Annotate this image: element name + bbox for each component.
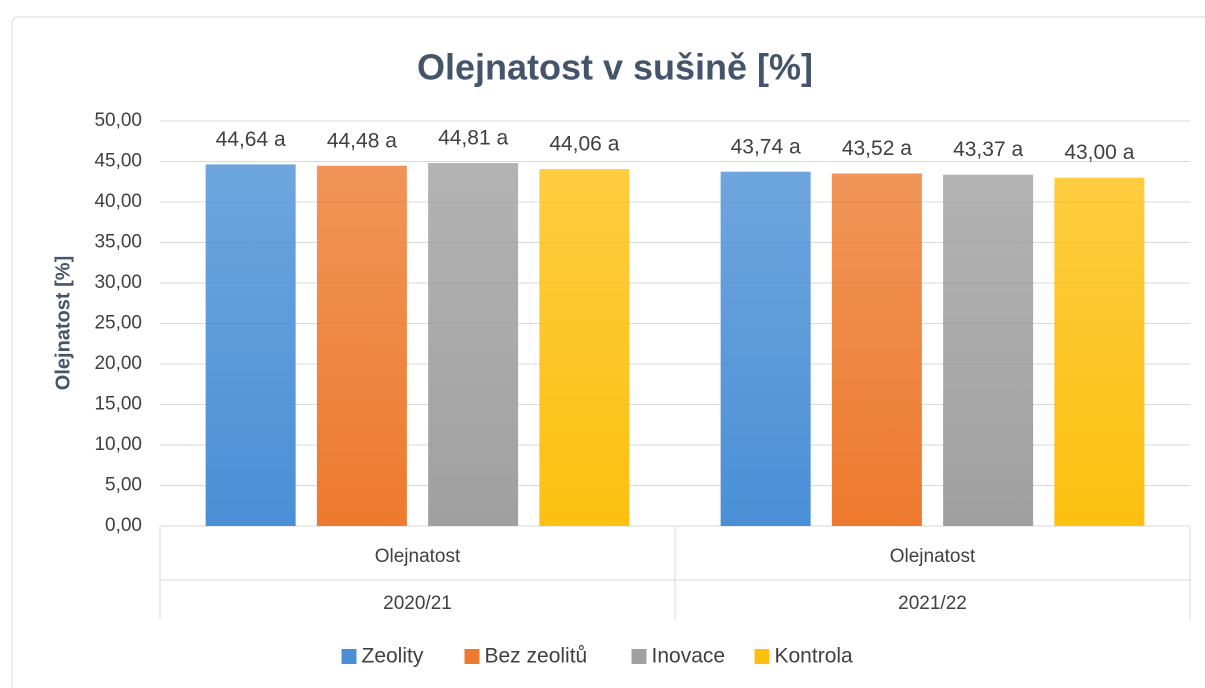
bar [316,165,407,526]
data-label: 43,00 a [1064,141,1134,164]
x-tick-label: Olejnatost [890,546,976,567]
data-label: 44,81 a [438,127,508,150]
bar [943,174,1034,526]
legend-swatch [754,649,770,664]
legend-label: Zeolity [362,645,424,668]
data-label: 43,52 a [842,137,912,160]
bar [720,171,811,526]
bar [539,169,630,526]
legend-label: Inovace [652,645,726,668]
y-tick-label: 40,00 [94,191,142,212]
legend-label: Kontrola [775,645,854,668]
y-tick-label: 30,00 [94,272,142,293]
y-axis-label: Olejnatost [%] [52,256,74,390]
data-label: 44,64 a [216,128,286,151]
y-tick-label: 0,00 [105,515,142,536]
bar [831,173,922,526]
data-label: 44,06 a [549,133,619,156]
y-tick-label: 15,00 [94,394,142,415]
y-tick-label: 5,00 [105,475,142,496]
legend-swatch [631,649,647,664]
x-group-label: 2020/21 [383,593,452,614]
data-label: 43,37 a [953,138,1023,161]
bar [428,163,519,526]
y-tick-label: 35,00 [94,232,142,253]
legend-label: Bez zeolitů [485,645,588,668]
y-tick-label: 25,00 [94,313,142,334]
y-tick-label: 45,00 [94,151,142,172]
data-label: 43,74 a [731,135,801,158]
legend-swatch [464,649,480,664]
y-tick-label: 10,00 [94,434,142,455]
data-label: 44,48 a [327,129,397,152]
bar [1054,177,1145,526]
legend-swatch [341,649,357,664]
chart-title: Olejnatost v sušině [%] [417,47,813,88]
y-tick-label: 50,00 [94,110,142,131]
x-group-label: 2021/22 [898,593,967,614]
y-tick-label: 20,00 [94,353,142,374]
bar [205,164,296,526]
x-tick-label: Olejnatost [375,546,461,567]
